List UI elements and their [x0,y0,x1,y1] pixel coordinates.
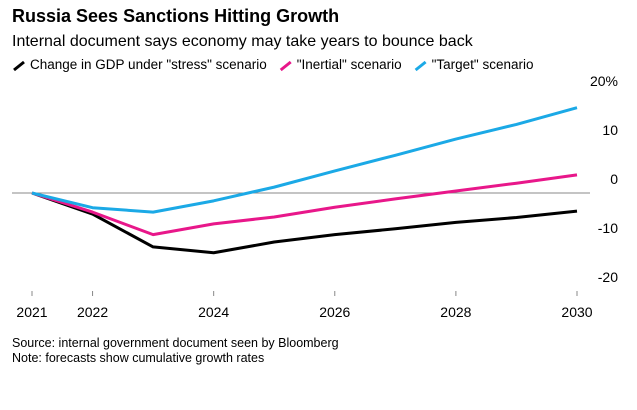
legend-label: "Inertial" scenario [297,57,402,72]
note: Note: forecasts show cumulative growth r… [12,351,264,365]
series-line [31,191,578,255]
chart-title: Russia Sees Sanctions Hitting Growth [12,6,339,26]
x-tick-label: 2022 [77,304,108,320]
x-tick-label: 2028 [440,304,471,320]
source: Source: internal government document see… [12,336,339,350]
x-tick-label: 2024 [198,304,229,320]
legend-swatch [279,60,292,72]
x-tick-label: 2030 [561,304,592,320]
y-tick-label: 0 [610,171,618,187]
legend-swatch [414,60,427,72]
chart-subtitle: Internal document says economy may take … [12,33,474,50]
y-tick-label: -20 [598,269,618,285]
legend-swatch [13,60,25,72]
y-tick-label: -10 [598,220,618,236]
series-line [31,106,578,214]
y-tick-label: 10 [602,122,618,138]
legend-label: "Target" scenario [432,57,534,72]
x-tick-label: 2026 [319,304,350,320]
legend-label: Change in GDP under "stress" scenario [30,57,267,72]
series-line [31,173,578,237]
x-tick-label: 2021 [16,304,47,320]
y-tick-label: 20% [590,73,618,89]
